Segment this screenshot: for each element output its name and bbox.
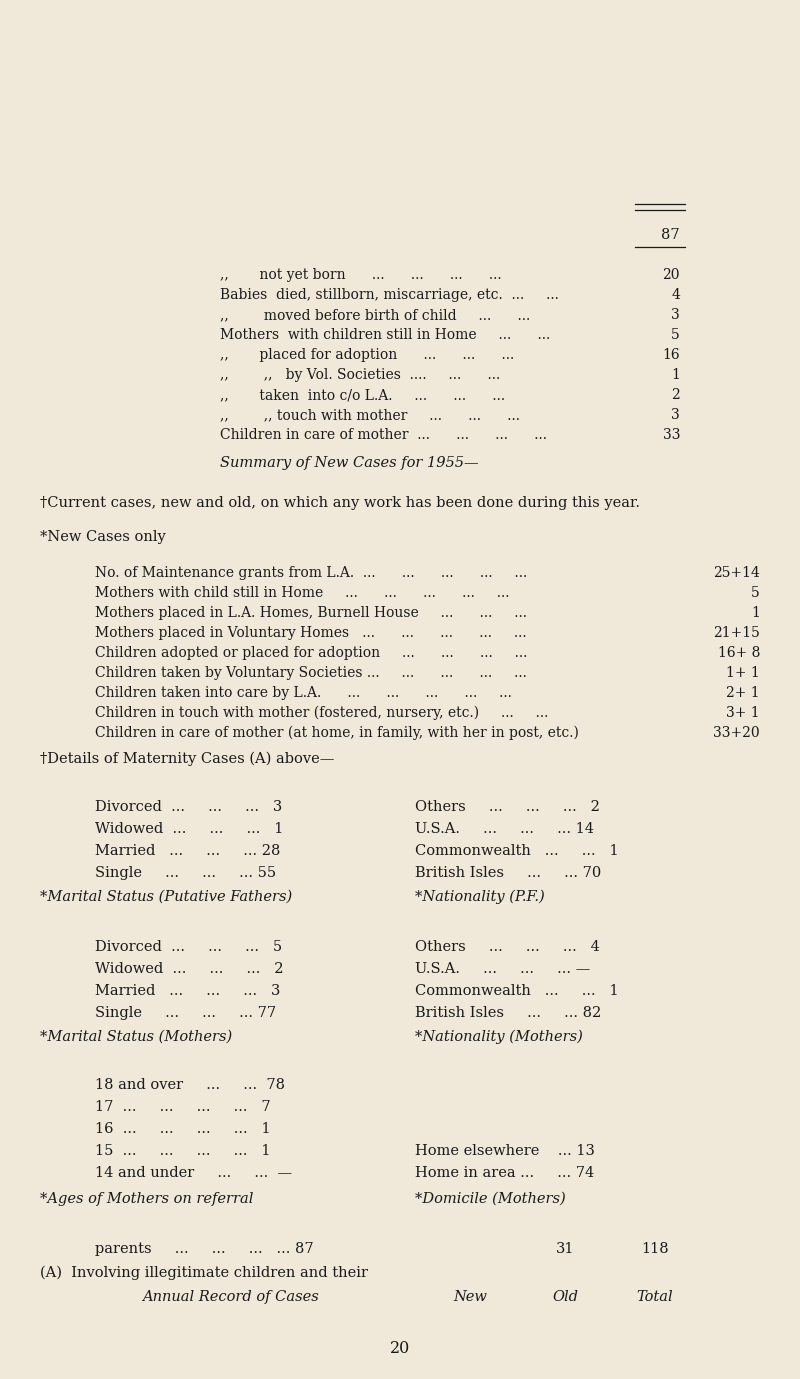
Text: Mothers with child still in Home     ...      ...      ...      ...     ...: Mothers with child still in Home ... ...… [95,586,510,600]
Text: Home in area ...     ... 74: Home in area ... ... 74 [415,1167,594,1180]
Text: 33+20: 33+20 [714,725,760,741]
Text: 16+ 8: 16+ 8 [718,645,760,661]
Text: ,,       not yet born      ...      ...      ...      ...: ,, not yet born ... ... ... ... [220,268,502,281]
Text: 16: 16 [662,348,680,363]
Text: British Isles     ...     ... 70: British Isles ... ... 70 [415,866,602,880]
Text: Old: Old [552,1289,578,1305]
Text: Children taken by Voluntary Societies ...     ...      ...      ...     ...: Children taken by Voluntary Societies ..… [95,666,527,680]
Text: Divorced  ...     ...     ...   5: Divorced ... ... ... 5 [95,940,282,954]
Text: ,,        moved before birth of child     ...      ...: ,, moved before birth of child ... ... [220,308,530,323]
Text: 15  ...     ...     ...     ...   1: 15 ... ... ... ... 1 [95,1145,270,1158]
Text: ,,        ,,   by Vol. Societies  ....     ...      ...: ,, ,, by Vol. Societies .... ... ... [220,368,500,382]
Text: New: New [453,1289,487,1305]
Text: †Current cases, new and old, on which any work has been done during this year.: †Current cases, new and old, on which an… [40,496,640,510]
Text: ,,       placed for adoption      ...      ...      ...: ,, placed for adoption ... ... ... [220,348,514,363]
Text: Babies  died, stillborn, miscarriage, etc.  ...     ...: Babies died, stillborn, miscarriage, etc… [220,288,559,302]
Text: Total: Total [637,1289,674,1305]
Text: No. of Maintenance grants from L.A.  ...      ...      ...      ...     ...: No. of Maintenance grants from L.A. ... … [95,565,527,581]
Text: Married   ...     ...     ... 28: Married ... ... ... 28 [95,844,280,858]
Text: British Isles     ...     ... 82: British Isles ... ... 82 [415,1007,602,1020]
Text: 1+ 1: 1+ 1 [726,666,760,680]
Text: Married   ...     ...     ...   3: Married ... ... ... 3 [95,985,280,998]
Text: 33: 33 [662,427,680,443]
Text: Children in touch with mother (fostered, nursery, etc.)     ...     ...: Children in touch with mother (fostered,… [95,706,548,720]
Text: Others     ...     ...     ...   2: Others ... ... ... 2 [415,800,600,814]
Text: Children in care of mother  ...      ...      ...      ...: Children in care of mother ... ... ... .… [220,427,547,443]
Text: *Marital Status (Putative Fathers): *Marital Status (Putative Fathers) [40,889,292,905]
Text: *Ages of Mothers on referral: *Ages of Mothers on referral [40,1191,254,1207]
Text: 2+ 1: 2+ 1 [726,685,760,701]
Text: Commonwealth   ...     ...   1: Commonwealth ... ... 1 [415,844,618,858]
Text: 18 and over     ...     ...  78: 18 and over ... ... 78 [95,1078,285,1092]
Text: Home elsewhere    ... 13: Home elsewhere ... 13 [415,1145,595,1158]
Text: Children in care of mother (at home, in family, with her in post, etc.): Children in care of mother (at home, in … [95,725,579,741]
Text: 31: 31 [556,1242,574,1256]
Text: *Marital Status (Mothers): *Marital Status (Mothers) [40,1030,232,1044]
Text: Commonwealth   ...     ...   1: Commonwealth ... ... 1 [415,985,618,998]
Text: 3+ 1: 3+ 1 [726,706,760,720]
Text: 25+14: 25+14 [713,565,760,581]
Text: 17  ...     ...     ...     ...   7: 17 ... ... ... ... 7 [95,1100,270,1114]
Text: parents     ...     ...     ...   ... 87: parents ... ... ... ... 87 [95,1242,314,1256]
Text: Children adopted or placed for adoption     ...      ...      ...     ...: Children adopted or placed for adoption … [95,645,527,661]
Text: (A)  Involving illegitimate children and their: (A) Involving illegitimate children and … [40,1266,368,1280]
Text: Divorced  ...     ...     ...   3: Divorced ... ... ... 3 [95,800,282,814]
Text: 3: 3 [671,308,680,323]
Text: 3: 3 [671,408,680,422]
Text: 21+15: 21+15 [713,626,760,640]
Text: 1: 1 [671,368,680,382]
Text: *Nationality (Mothers): *Nationality (Mothers) [415,1030,583,1044]
Text: 5: 5 [671,328,680,342]
Text: Mothers  with children still in Home     ...      ...: Mothers with children still in Home ... … [220,328,550,342]
Text: Summary of New Cases for 1955—: Summary of New Cases for 1955— [220,456,478,470]
Text: Annual Record of Cases: Annual Record of Cases [142,1289,318,1305]
Text: U.S.A.     ...     ...     ... —: U.S.A. ... ... ... — [415,963,590,976]
Text: 16  ...     ...     ...     ...   1: 16 ... ... ... ... 1 [95,1123,270,1136]
Text: †Details of Maternity Cases (A) above—: †Details of Maternity Cases (A) above— [40,752,334,767]
Text: 20: 20 [662,268,680,281]
Text: Single     ...     ...     ... 55: Single ... ... ... 55 [95,866,276,880]
Text: 1: 1 [751,605,760,621]
Text: 5: 5 [751,586,760,600]
Text: Widowed  ...     ...     ...   1: Widowed ... ... ... 1 [95,822,283,836]
Text: 87: 87 [662,228,680,241]
Text: 20: 20 [390,1340,410,1357]
Text: Mothers placed in L.A. Homes, Burnell House     ...      ...     ...: Mothers placed in L.A. Homes, Burnell Ho… [95,605,527,621]
Text: Single     ...     ...     ... 77: Single ... ... ... 77 [95,1007,276,1020]
Text: Others     ...     ...     ...   4: Others ... ... ... 4 [415,940,600,954]
Text: 2: 2 [671,387,680,403]
Text: *Nationality (P.F.): *Nationality (P.F.) [415,889,545,905]
Text: 14 and under     ...     ...  —: 14 and under ... ... — [95,1167,292,1180]
Text: 4: 4 [671,288,680,302]
Text: Mothers placed in Voluntary Homes   ...      ...      ...      ...     ...: Mothers placed in Voluntary Homes ... ..… [95,626,526,640]
Text: Children taken into care by L.A.      ...      ...      ...      ...     ...: Children taken into care by L.A. ... ...… [95,685,512,701]
Text: 118: 118 [641,1242,669,1256]
Text: ,,       taken  into c/o L.A.     ...      ...      ...: ,, taken into c/o L.A. ... ... ... [220,387,505,403]
Text: *Domicile (Mothers): *Domicile (Mothers) [415,1191,566,1207]
Text: *New Cases only: *New Cases only [40,530,166,543]
Text: U.S.A.     ...     ...     ... 14: U.S.A. ... ... ... 14 [415,822,594,836]
Text: ,,        ,, touch with mother     ...      ...      ...: ,, ,, touch with mother ... ... ... [220,408,520,422]
Text: Widowed  ...     ...     ...   2: Widowed ... ... ... 2 [95,963,283,976]
